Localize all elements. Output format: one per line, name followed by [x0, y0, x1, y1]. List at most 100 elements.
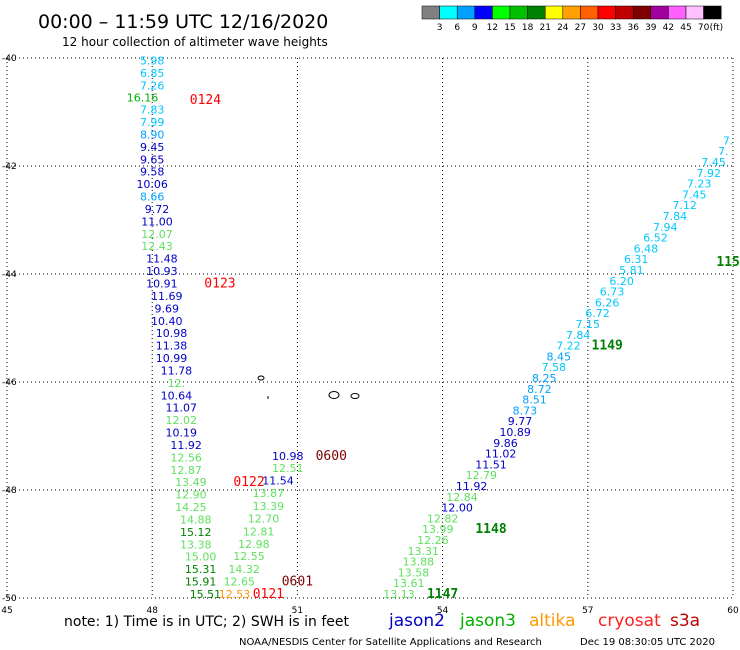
- legend-label: 18: [522, 23, 534, 33]
- footer-note: note: 1) Time is in UTC; 2) SWH is in fe…: [64, 614, 350, 630]
- legend-swatch: [492, 5, 511, 20]
- satellite-legend: jason2 jason3 altika cryosat s3a: [388, 611, 700, 631]
- pass-time-label: 115: [716, 255, 739, 270]
- wave-height-value: 14.25: [175, 501, 207, 514]
- legend-swatch: [439, 5, 458, 20]
- wave-height-value: 11.02: [485, 448, 517, 461]
- pass-time-label: 1147: [427, 587, 458, 602]
- y-tick-label: -46: [2, 378, 17, 388]
- legend-label: 3: [437, 23, 443, 33]
- legend-swatch: [615, 5, 634, 20]
- pass-time-label: 1149: [592, 339, 623, 354]
- wave-height-value: 8.73: [513, 404, 538, 417]
- wave-height-value: 12.53: [219, 588, 251, 601]
- wave-height-value: 6.26: [595, 296, 620, 309]
- legend-swatch: [580, 5, 599, 20]
- wave-height-value: 5.98: [140, 54, 165, 67]
- wave-height-value: 10.91: [146, 278, 178, 291]
- wave-height-value: 11.92: [170, 439, 202, 452]
- wave-height-value: 11.38: [156, 340, 188, 353]
- island-outline: [328, 391, 340, 399]
- wave-height-value: 9.58: [140, 166, 165, 179]
- legend-label: 70: [698, 23, 710, 33]
- wave-height-value: 14.88: [180, 513, 212, 526]
- wave-height-value: 7.15: [576, 318, 601, 331]
- wave-height-value: 10.64: [161, 389, 193, 402]
- x-tick-label: 54: [437, 606, 449, 616]
- y-tick-label: -50: [2, 594, 17, 604]
- wave-height-value: 15.00: [185, 551, 217, 564]
- wave-height-value: 7.26: [140, 79, 165, 92]
- wave-height-value: 9.69: [154, 302, 179, 315]
- wave-height-value: 12.56: [170, 451, 202, 464]
- wave-height-value: 7.: [723, 134, 734, 147]
- legend-swatch: [544, 5, 564, 20]
- wave-height-value: 15.91: [185, 576, 217, 589]
- wave-height-value: 8.45: [547, 350, 572, 363]
- wave-height-value: 10.98: [156, 327, 188, 340]
- wave-height-value: 10.99: [156, 352, 188, 365]
- legend-label: 12: [487, 23, 498, 33]
- pass-time-labels: 0124 0123 0122 0121 0600 0601 1147 1148 1149 115: [190, 93, 740, 602]
- wave-height-value: 12.00: [441, 502, 473, 515]
- wave-height-value: 12.90: [175, 489, 207, 502]
- axis-ticks: 45 48 51 54 57 60 -40 -42 -44 -46 -48 -50: [1, 54, 739, 616]
- legend-swatch: [597, 5, 616, 20]
- island-outline: [257, 375, 265, 381]
- wave-height-value: 11.92: [456, 480, 488, 493]
- wave-height-value: 6.31: [624, 253, 649, 266]
- wave-height-value: 12.65: [224, 576, 256, 589]
- wave-height-value: 9.65: [140, 153, 165, 166]
- timestamp-text: Dec 19 08:30:05 UTC 2020: [580, 637, 715, 648]
- wave-height-value: 6.48: [634, 242, 659, 255]
- wave-height-value: 13.88: [403, 556, 435, 569]
- wave-height-value: 6.72: [585, 307, 610, 320]
- wave-height-value: 12.84: [446, 491, 478, 504]
- pass-time-label: 0124: [190, 93, 221, 108]
- wave-height-value: 12.82: [427, 512, 459, 525]
- chart-title: 00:00 – 11:59 UTC 12/16/2020: [38, 11, 328, 33]
- wave-height-value: 7.58: [542, 361, 567, 374]
- legend-swatch: [474, 5, 493, 20]
- grid: [6, 57, 734, 599]
- wave-height-value: 8.66: [140, 191, 165, 204]
- wave-height-value: 12.87: [170, 464, 202, 477]
- wave-height-value: 7.12: [672, 199, 697, 212]
- satellite-label-s3a: s3a: [670, 611, 700, 631]
- wave-height-value: 13.87: [253, 487, 285, 500]
- wave-height-value: 8.90: [140, 128, 165, 141]
- legend-swatch: [685, 5, 704, 20]
- legend-label: 24: [557, 23, 569, 33]
- wave-height-value: 6.85: [140, 67, 165, 80]
- wave-height-value: 8.51: [522, 394, 547, 407]
- satellite-label-cryosat: cryosat: [598, 611, 661, 631]
- wave-height-value: 7.84: [566, 329, 591, 342]
- island-outline: [350, 393, 360, 399]
- y-tick-label: -42: [2, 162, 17, 172]
- wave-height-value: 12.26: [417, 534, 449, 547]
- wave-height-value: 13.38: [180, 538, 212, 551]
- wave-height-value: 6.20: [609, 275, 634, 288]
- x-tick-label: 60: [727, 606, 739, 616]
- wave-height-value: 10.93: [146, 265, 178, 278]
- legend-label: 36: [627, 23, 639, 33]
- wave-height-value: 12.02: [165, 414, 197, 427]
- legend-label: 27: [575, 23, 586, 33]
- wave-height-value: 7.92: [697, 167, 722, 180]
- satellite-label-jason2: jason2: [388, 611, 445, 631]
- x-tick-label: 57: [582, 606, 593, 616]
- wave-height-value: 11.00: [141, 215, 173, 228]
- wave-height-value: 16.16: [127, 92, 159, 105]
- pass-time-label: 0123: [204, 277, 235, 292]
- wave-height-value: 13.61: [393, 577, 425, 590]
- wave-height-value: 10.89: [499, 426, 531, 439]
- wave-height-value: 13.58: [398, 566, 430, 579]
- chart-subtitle: 12 hour collection of altimeter wave hei…: [62, 35, 328, 49]
- wave-height-value: 15.31: [185, 563, 217, 576]
- wave-height-value: 7.22: [556, 340, 581, 353]
- legend-label: 21: [539, 23, 550, 33]
- wave-height-value: 13.39: [253, 500, 285, 513]
- legend-swatch: [632, 5, 652, 20]
- legend-label: 39: [645, 23, 657, 33]
- wave-height-value: 13.31: [407, 545, 439, 558]
